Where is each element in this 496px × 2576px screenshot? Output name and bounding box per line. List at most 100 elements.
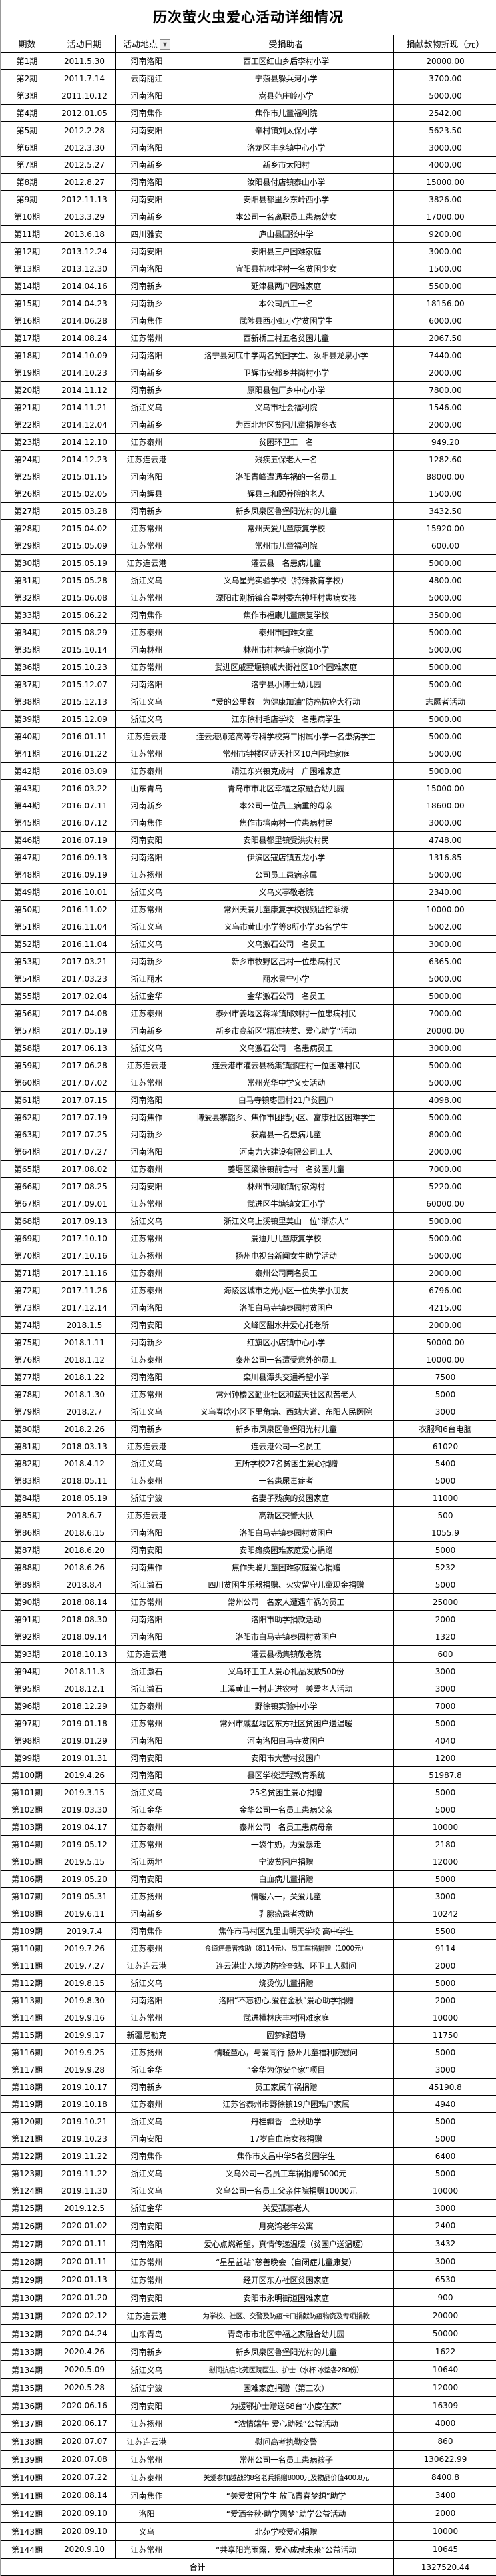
cell-recipient[interactable]: 义乌公司一名员工父亲住院捐赠10000元 (178, 2182, 394, 2200)
cell-amount[interactable]: 5000.00 (393, 589, 496, 607)
cell-recipient[interactable]: 焦作市墙南村一位患病村民 (178, 814, 394, 832)
cell-period[interactable]: 第10期 (1, 208, 53, 226)
cell-amount[interactable]: 4040 (393, 1732, 496, 1750)
cell-amount[interactable]: 2000.00 (393, 416, 496, 434)
cell-period[interactable]: 第118期 (1, 2078, 53, 2096)
cell-recipient[interactable]: 林州市河顺镇付家沟村 (178, 1177, 394, 1195)
cell-period[interactable]: 第54期 (1, 970, 53, 988)
cell-date[interactable]: 2020.07.08 (53, 2450, 116, 2469)
cell-amount[interactable]: 7000.00 (393, 1004, 496, 1022)
cell-location[interactable]: 浙江义乌 (115, 1212, 178, 1230)
cell-period[interactable]: 第35期 (1, 641, 53, 659)
cell-amount[interactable]: 1055.9 (393, 1524, 496, 1542)
cell-period[interactable]: 第78期 (1, 1385, 53, 1403)
cell-period[interactable]: 第32期 (1, 589, 53, 607)
cell-date[interactable]: 2018.08.14 (53, 1593, 116, 1611)
cell-period[interactable]: 第86期 (1, 1524, 53, 1542)
cell-period[interactable]: 第29期 (1, 537, 53, 555)
cell-amount[interactable]: 16309 (393, 2396, 496, 2415)
cell-amount[interactable]: 5000 (393, 2043, 496, 2061)
cell-recipient[interactable]: 卫辉市安都乡井岗村小学 (178, 364, 394, 382)
cell-recipient[interactable]: 红旗区小店镇中心小学 (178, 1333, 394, 1351)
cell-location[interactable]: 江苏连云港 (115, 727, 178, 745)
cell-recipient[interactable]: 常州天爱儿童康复学校 (178, 519, 394, 537)
cell-date[interactable]: 2015.06.08 (53, 589, 116, 607)
cell-date[interactable]: 2017.03.21 (53, 952, 116, 970)
cell-location[interactable]: 河南安阳 (115, 121, 178, 139)
cell-period[interactable]: 第51期 (1, 918, 53, 936)
cell-location[interactable]: 河南洛阳 (115, 173, 178, 191)
cell-amount[interactable]: 5000.00 (393, 1108, 496, 1126)
cell-period[interactable]: 第74期 (1, 1316, 53, 1334)
cell-date[interactable]: 2019.7.26 (53, 1939, 116, 1957)
cell-amount[interactable]: 3000.00 (393, 139, 496, 157)
cell-amount[interactable]: 5232 (393, 1558, 496, 1576)
cell-recipient[interactable]: 焦作市儿童福利院 (178, 104, 394, 122)
cell-location[interactable]: 江苏扬州 (115, 1247, 178, 1265)
cell-date[interactable]: 2019.10.17 (53, 2078, 116, 2096)
cell-period[interactable]: 第47期 (1, 848, 53, 866)
cell-date[interactable]: 2018.6.20 (53, 1541, 116, 1559)
cell-location[interactable]: 浙江义乌 (115, 693, 178, 711)
cell-location[interactable]: 河南洛阳 (115, 139, 178, 157)
cell-location[interactable]: 河南新乡 (115, 294, 178, 312)
cell-period[interactable]: 第20期 (1, 381, 53, 399)
cell-recipient[interactable]: 义乌春晗小区下里角塘、西站大道、东阳人民医院 (178, 1403, 394, 1421)
cell-amount[interactable]: 5000.00 (393, 675, 496, 693)
cell-date[interactable]: 2020.5.09 (53, 2360, 116, 2379)
cell-date[interactable]: 2015.04.02 (53, 519, 116, 537)
cell-period[interactable]: 第37期 (1, 675, 53, 693)
cell-amount[interactable]: 5000.00 (393, 1056, 496, 1074)
cell-date[interactable]: 2017.10.10 (53, 1229, 116, 1247)
cell-amount[interactable]: 15000.00 (393, 779, 496, 797)
cell-date[interactable]: 2017.08.02 (53, 1160, 116, 1178)
cell-location[interactable]: 河南洛阳 (115, 87, 178, 105)
cell-date[interactable]: 2019.01.31 (53, 1749, 116, 1767)
cell-amount[interactable]: 600.00 (393, 537, 496, 555)
cell-date[interactable]: 2018.6.26 (53, 1558, 116, 1576)
cell-recipient[interactable]: 洛宁县河底中学两名贫困学生、汝阳县龙泉小学 (178, 346, 394, 364)
cell-recipient[interactable]: 困难家庭捐赠（第三次） (178, 2378, 394, 2397)
cell-amount[interactable]: 5000 (393, 2164, 496, 2182)
cell-amount[interactable]: 2000.00 (393, 1143, 496, 1161)
cell-period[interactable]: 第128期 (1, 2252, 53, 2271)
cell-period[interactable]: 第91期 (1, 1610, 53, 1628)
cell-recipient[interactable]: “共享阳光雨露，爱心成就未来”公益活动 (178, 2540, 394, 2559)
cell-date[interactable]: 2019.05.20 (53, 1870, 116, 1888)
cell-recipient[interactable]: 一袋牛奶，为爱暴走 (178, 1835, 394, 1853)
cell-location[interactable]: 河南安阳 (115, 1749, 178, 1767)
cell-amount[interactable]: 3826.00 (393, 190, 496, 208)
cell-recipient[interactable]: 月亮湾老年公寓 (178, 2216, 394, 2235)
cell-location[interactable]: 河南焦作 (115, 312, 178, 330)
cell-amount[interactable]: 3700.00 (393, 69, 496, 87)
cell-location[interactable]: 河南洛阳 (115, 1732, 178, 1750)
cell-period[interactable]: 第27期 (1, 502, 53, 520)
cell-location[interactable]: 河南安阳 (115, 190, 178, 208)
cell-amount[interactable]: 衣服和6台电脑 (393, 1420, 496, 1438)
cell-location[interactable]: 河南洛阳 (115, 1091, 178, 1109)
cell-recipient[interactable]: 常州市钟楼区蓝天社区10户困难家庭 (178, 745, 394, 763)
cell-location[interactable]: 河南新乡 (115, 381, 178, 399)
cell-amount[interactable]: 5000.00 (393, 762, 496, 780)
cell-recipient[interactable]: 情暖童心，与爱同行-扬州儿童福利院慰问 (178, 2043, 394, 2061)
cell-period[interactable]: 第100期 (1, 1766, 53, 1784)
cell-location[interactable]: 江苏连云港 (115, 1437, 178, 1455)
cell-location[interactable]: 江苏常州 (115, 589, 178, 607)
cell-location[interactable]: 江苏泰州 (115, 1160, 178, 1178)
cell-location[interactable]: 浙江金华 (115, 2061, 178, 2079)
cell-date[interactable]: 2014.11.12 (53, 381, 116, 399)
cell-date[interactable]: 2011.7.14 (53, 69, 116, 87)
cell-location[interactable]: 山东青岛 (115, 2324, 178, 2343)
cell-amount[interactable]: 10000 (393, 2182, 496, 2200)
cell-date[interactable]: 2013.12.24 (53, 242, 116, 260)
cell-amount[interactable]: 4215.00 (393, 1299, 496, 1317)
cell-recipient[interactable]: 安阳瘫痪困难家庭爱心捐赠 (178, 1541, 394, 1559)
cell-amount[interactable]: 志愿者活动 (393, 693, 496, 711)
cell-amount[interactable]: 6000.00 (393, 312, 496, 330)
cell-period[interactable]: 第112期 (1, 1974, 53, 1992)
cell-period[interactable]: 第113期 (1, 1991, 53, 2009)
cell-recipient[interactable]: 焦作失聪儿童困难家庭爱心捐赠 (178, 1558, 394, 1576)
cell-amount[interactable]: 9114 (393, 1939, 496, 1957)
cell-date[interactable]: 2020.9.10 (53, 2540, 116, 2559)
cell-period[interactable]: 第2期 (1, 69, 53, 87)
